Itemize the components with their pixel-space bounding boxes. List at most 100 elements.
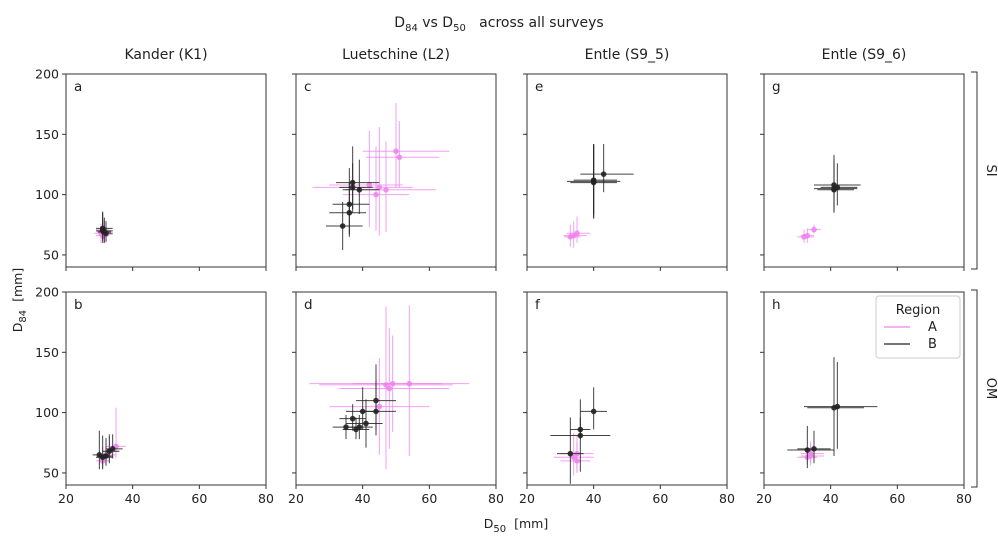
data-point bbox=[386, 385, 393, 392]
x-tick-label: 80 bbox=[488, 491, 504, 506]
x-tick-label: 20 bbox=[756, 491, 772, 506]
x-tick-label: 20 bbox=[58, 491, 74, 506]
data-point bbox=[590, 408, 597, 415]
row-bracket bbox=[971, 71, 978, 270]
data-point bbox=[389, 380, 396, 387]
data-point bbox=[99, 225, 106, 232]
x-tick-label: 60 bbox=[191, 491, 207, 506]
data-point bbox=[567, 234, 574, 240]
data-layer bbox=[787, 357, 878, 469]
data-layer bbox=[309, 305, 470, 470]
y-tick-label: 100 bbox=[35, 405, 59, 420]
series-A bbox=[553, 433, 594, 476]
data-layer bbox=[92, 407, 126, 470]
legend-label: A bbox=[928, 320, 937, 335]
panel-d: d 20 40 60 80 bbox=[288, 291, 504, 506]
series-A bbox=[312, 102, 450, 236]
data-point bbox=[811, 226, 817, 233]
data-point bbox=[103, 453, 109, 459]
series-B bbox=[567, 143, 634, 219]
data-point bbox=[376, 184, 383, 191]
legend-title: Region bbox=[896, 303, 941, 318]
data-point bbox=[373, 191, 379, 198]
y-tick-label: 50 bbox=[43, 247, 59, 262]
series-B bbox=[787, 357, 878, 469]
row-label: OM bbox=[983, 378, 998, 399]
data-point bbox=[577, 432, 584, 439]
panel-letter: f bbox=[535, 297, 541, 313]
data-layer bbox=[563, 143, 634, 248]
series-A bbox=[309, 305, 470, 470]
data-point bbox=[356, 187, 363, 193]
y-tick-label: 50 bbox=[43, 465, 59, 480]
series-B bbox=[332, 364, 396, 448]
row-label: SI bbox=[983, 164, 998, 176]
series-A bbox=[96, 407, 126, 469]
panels-layer: Kander (K1) a 50 100 150 200 b 50 100 150 200 20 40 6… bbox=[35, 47, 972, 506]
data-point bbox=[356, 424, 363, 430]
x-tick-label: 80 bbox=[719, 491, 735, 506]
x-tick-label: 60 bbox=[421, 491, 437, 506]
x-tick-label: 40 bbox=[586, 491, 602, 506]
y-tick-label: 200 bbox=[35, 285, 59, 300]
data-point bbox=[567, 450, 574, 457]
x-tick-label: 80 bbox=[956, 491, 972, 506]
data-point bbox=[834, 184, 841, 191]
data-point bbox=[831, 405, 837, 411]
data-point bbox=[804, 232, 811, 239]
data-point bbox=[570, 454, 577, 461]
series-B bbox=[814, 154, 861, 213]
x-tick-label: 60 bbox=[652, 491, 668, 506]
data-point bbox=[574, 458, 580, 464]
panel-frame bbox=[65, 73, 267, 268]
data-point bbox=[811, 446, 817, 452]
panel-letter: d bbox=[304, 297, 313, 313]
series-B bbox=[96, 211, 113, 243]
data-point bbox=[396, 154, 403, 161]
data-point bbox=[109, 446, 116, 452]
data-point bbox=[346, 209, 353, 216]
panel-f: f 20 40 60 80 bbox=[519, 291, 735, 506]
x-tick-label: 20 bbox=[519, 491, 535, 506]
panel-c: Luetschine (L2) c bbox=[292, 47, 497, 271]
data-layer bbox=[550, 387, 611, 484]
data-layer bbox=[94, 211, 113, 243]
panel-letter: g bbox=[772, 79, 781, 95]
data-point bbox=[804, 447, 811, 453]
x-axis-title: D50 [mm] bbox=[484, 516, 548, 535]
data-point bbox=[359, 408, 366, 415]
data-point bbox=[339, 223, 346, 229]
x-tick-label: 40 bbox=[823, 491, 839, 506]
data-point bbox=[366, 182, 373, 188]
data-point bbox=[574, 230, 580, 237]
data-point bbox=[103, 230, 109, 237]
figure-title: D84 vs D50 across all surveys bbox=[394, 15, 603, 34]
data-point bbox=[349, 415, 356, 422]
x-tick-label: 40 bbox=[355, 491, 371, 506]
legend: Region AB bbox=[875, 295, 961, 359]
series-B bbox=[550, 387, 611, 484]
series-A bbox=[797, 224, 821, 243]
panel-frame bbox=[763, 73, 965, 268]
panel-frame bbox=[295, 291, 497, 486]
x-tick-label: 20 bbox=[288, 491, 304, 506]
x-tick-label: 80 bbox=[258, 491, 274, 506]
series-A bbox=[563, 216, 591, 248]
panel-letter: a bbox=[74, 79, 82, 95]
data-point bbox=[383, 187, 389, 193]
data-point bbox=[363, 420, 369, 427]
panel-letter: h bbox=[772, 297, 781, 313]
column-title: Luetschine (L2) bbox=[342, 47, 450, 63]
series-B bbox=[326, 146, 380, 251]
x-tick-label: 60 bbox=[889, 491, 905, 506]
row-labels-layer: SI OM bbox=[971, 71, 998, 488]
panel-frame bbox=[295, 73, 497, 268]
row-bracket bbox=[971, 289, 978, 488]
x-tick-label: 40 bbox=[125, 491, 141, 506]
panel-b: b 50 100 150 200 20 40 60 80 bbox=[35, 285, 274, 507]
y-tick-label: 200 bbox=[35, 67, 59, 82]
panel-frame bbox=[526, 73, 728, 268]
series-B bbox=[92, 430, 123, 470]
data-point bbox=[600, 171, 607, 177]
